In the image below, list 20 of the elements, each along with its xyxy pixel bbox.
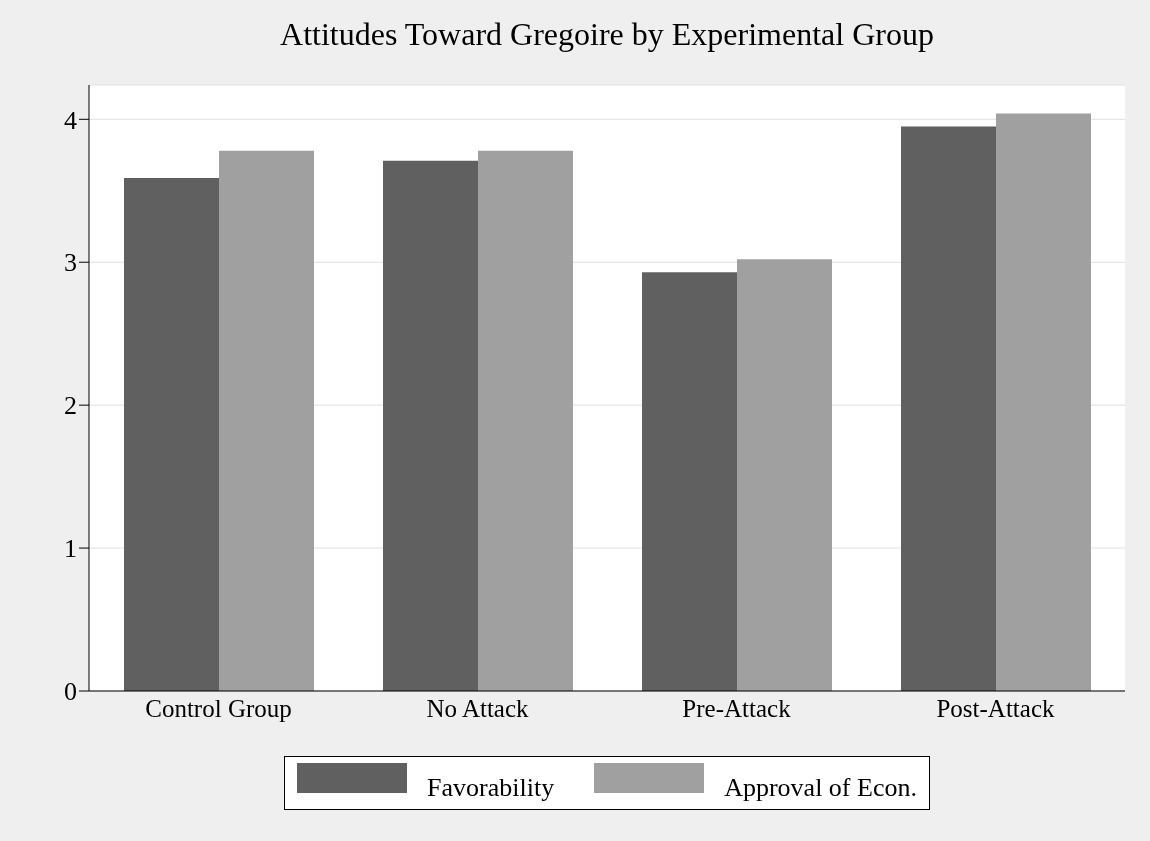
bar bbox=[737, 259, 832, 691]
legend-label: Approval of Econ. bbox=[724, 773, 917, 803]
bar bbox=[383, 160, 478, 691]
bar bbox=[996, 113, 1091, 691]
legend-label: Favorability bbox=[427, 773, 555, 803]
y-tick-label: 3 bbox=[64, 248, 77, 278]
x-tick-label: No Attack bbox=[426, 694, 530, 722]
chart-title: Attitudes Toward Gregoire by Experimental Group bbox=[279, 16, 935, 53]
x-tick-label: Pre-Attack bbox=[682, 694, 792, 722]
bar bbox=[901, 126, 996, 691]
x-tick-label: Post-Attack bbox=[936, 694, 1056, 722]
bar bbox=[124, 177, 219, 691]
y-tick-label: 2 bbox=[64, 391, 77, 421]
y-tick-label: 4 bbox=[64, 105, 77, 135]
bar bbox=[642, 272, 737, 691]
bar bbox=[478, 150, 573, 691]
y-tick-label: 1 bbox=[64, 534, 77, 564]
y-tick-label: 0 bbox=[64, 677, 77, 707]
x-tick-label: Control Group bbox=[145, 694, 292, 722]
bar bbox=[219, 150, 314, 691]
